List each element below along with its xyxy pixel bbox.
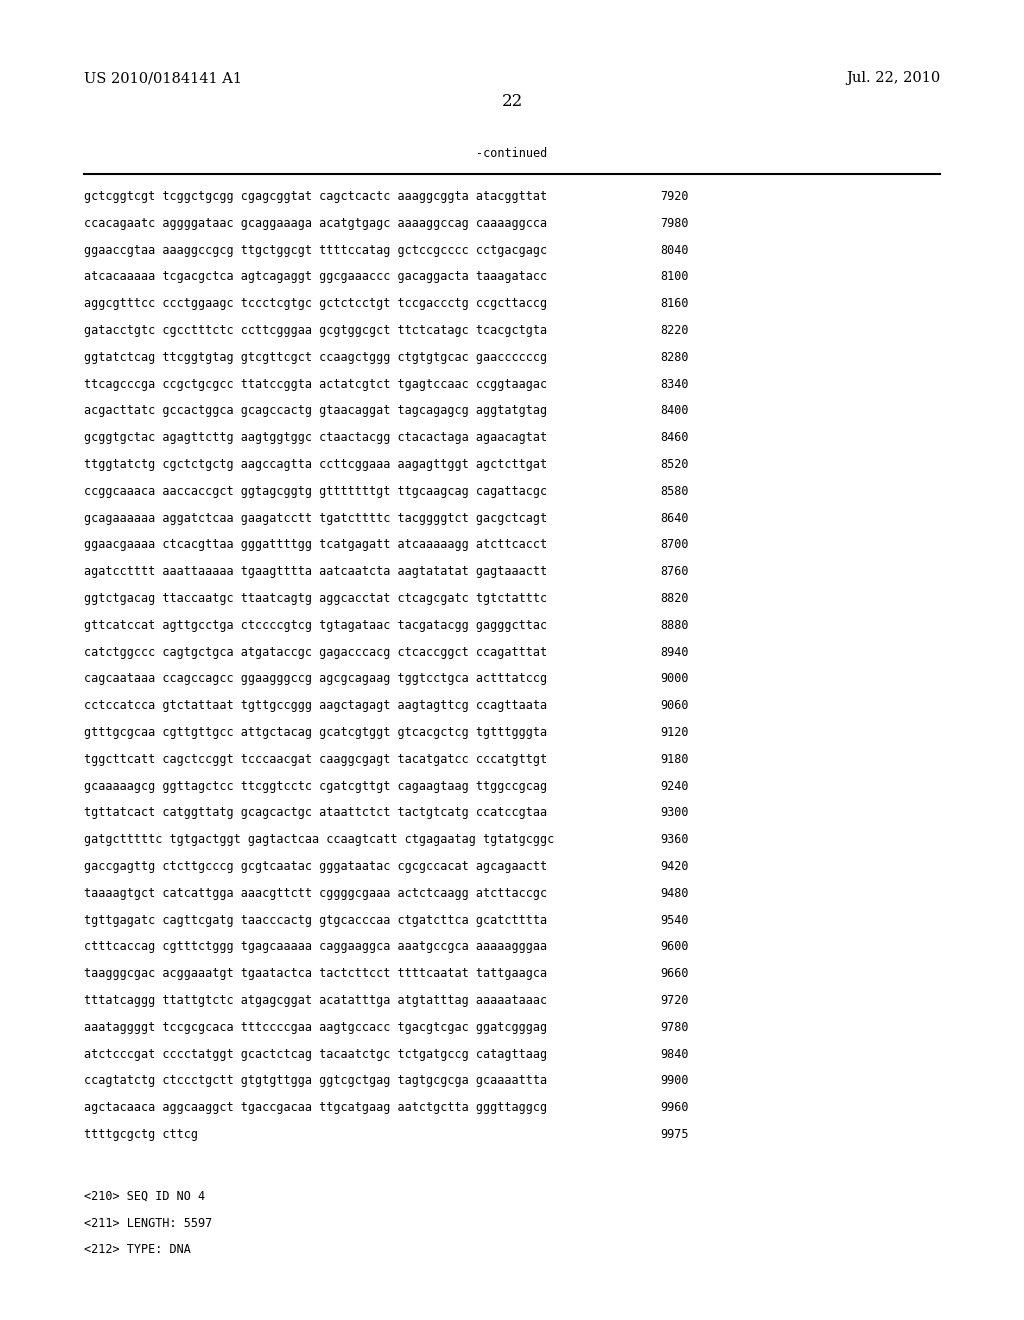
Text: tttatcaggg ttattgtctc atgagcggat acatatttga atgtatttag aaaaataaac: tttatcaggg ttattgtctc atgagcggat acatatt… (84, 994, 547, 1007)
Text: 9960: 9960 (660, 1101, 689, 1114)
Text: 9660: 9660 (660, 968, 689, 981)
Text: 8400: 8400 (660, 404, 689, 417)
Text: 8160: 8160 (660, 297, 689, 310)
Text: tgttgagatc cagttcgatg taacccactg gtgcacccaa ctgatcttca gcatctttta: tgttgagatc cagttcgatg taacccactg gtgcacc… (84, 913, 547, 927)
Text: 8700: 8700 (660, 539, 689, 552)
Text: 9720: 9720 (660, 994, 689, 1007)
Text: taaaagtgct catcattgga aaacgttctt cggggcgaaa actctcaagg atcttaccgc: taaaagtgct catcattgga aaacgttctt cggggcg… (84, 887, 547, 900)
Text: cagcaataaa ccagccagcc ggaagggccg agcgcagaag tggtcctgca actttatccg: cagcaataaa ccagccagcc ggaagggccg agcgcag… (84, 672, 547, 685)
Text: 9540: 9540 (660, 913, 689, 927)
Text: 9975: 9975 (660, 1129, 689, 1140)
Text: 9480: 9480 (660, 887, 689, 900)
Text: 9420: 9420 (660, 861, 689, 873)
Text: <212> TYPE: DNA: <212> TYPE: DNA (84, 1243, 190, 1257)
Text: aaataggggt tccgcgcaca tttccccgaa aagtgccacc tgacgtcgac ggatcgggag: aaataggggt tccgcgcaca tttccccgaa aagtgcc… (84, 1020, 547, 1034)
Text: <210> SEQ ID NO 4: <210> SEQ ID NO 4 (84, 1189, 205, 1203)
Text: 8460: 8460 (660, 432, 689, 445)
Text: atctcccgat cccctatggt gcactctcag tacaatctgc tctgatgccg catagttaag: atctcccgat cccctatggt gcactctcag tacaatc… (84, 1048, 547, 1060)
Text: 8100: 8100 (660, 271, 689, 284)
Text: 9060: 9060 (660, 700, 689, 713)
Text: acgacttatc gccactggca gcagccactg gtaacaggat tagcagagcg aggtatgtag: acgacttatc gccactggca gcagccactg gtaacag… (84, 404, 547, 417)
Text: catctggccc cagtgctgca atgataccgc gagacccacg ctcaccggct ccagatttat: catctggccc cagtgctgca atgataccgc gagaccc… (84, 645, 547, 659)
Text: Jul. 22, 2010: Jul. 22, 2010 (846, 71, 940, 84)
Text: atcacaaaaa tcgacgctca agtcagaggt ggcgaaaccc gacaggacta taaagatacc: atcacaaaaa tcgacgctca agtcagaggt ggcgaaa… (84, 271, 547, 284)
Text: <211> LENGTH: 5597: <211> LENGTH: 5597 (84, 1217, 212, 1230)
Text: agatcctttt aaattaaaaa tgaagtttta aatcaatcta aagtatatat gagtaaactt: agatcctttt aaattaaaaa tgaagtttta aatcaat… (84, 565, 547, 578)
Text: 9300: 9300 (660, 807, 689, 820)
Text: gatacctgtc cgcctttctc ccttcgggaa gcgtggcgct ttctcatagc tcacgctgta: gatacctgtc cgcctttctc ccttcgggaa gcgtggc… (84, 323, 547, 337)
Text: gcagaaaaaa aggatctcaa gaagatcctt tgatcttttc tacggggtct gacgctcagt: gcagaaaaaa aggatctcaa gaagatcctt tgatctt… (84, 512, 547, 524)
Text: 9000: 9000 (660, 672, 689, 685)
Text: agctacaaca aggcaaggct tgaccgacaa ttgcatgaag aatctgctta gggttaggcg: agctacaaca aggcaaggct tgaccgacaa ttgcatg… (84, 1101, 547, 1114)
Text: 7920: 7920 (660, 190, 689, 203)
Text: 8820: 8820 (660, 591, 689, 605)
Text: 8940: 8940 (660, 645, 689, 659)
Text: gttcatccat agttgcctga ctccccgtcg tgtagataac tacgatacgg gagggcttac: gttcatccat agttgcctga ctccccgtcg tgtagat… (84, 619, 547, 632)
Text: gtttgcgcaa cgttgttgcc attgctacag gcatcgtggt gtcacgctcg tgtttgggta: gtttgcgcaa cgttgttgcc attgctacag gcatcgt… (84, 726, 547, 739)
Text: gatgctttttc tgtgactggt gagtactcaa ccaagtcatt ctgagaatag tgtatgcggc: gatgctttttc tgtgactggt gagtactcaa ccaagt… (84, 833, 554, 846)
Text: tgttatcact catggttatg gcagcactgc ataattctct tactgtcatg ccatccgtaa: tgttatcact catggttatg gcagcactgc ataattc… (84, 807, 547, 820)
Text: ccagtatctg ctccctgctt gtgtgttgga ggtcgctgag tagtgcgcga gcaaaattta: ccagtatctg ctccctgctt gtgtgttgga ggtcgct… (84, 1074, 547, 1088)
Text: ttttgcgctg cttcg: ttttgcgctg cttcg (84, 1129, 198, 1140)
Text: 9240: 9240 (660, 780, 689, 792)
Text: 9180: 9180 (660, 752, 689, 766)
Text: ttcagcccga ccgctgcgcc ttatccggta actatcgtct tgagtccaac ccggtaagac: ttcagcccga ccgctgcgcc ttatccggta actatcg… (84, 378, 547, 391)
Text: ggaaccgtaa aaaggccgcg ttgctggcgt ttttccatag gctccgcccc cctgacgagc: ggaaccgtaa aaaggccgcg ttgctggcgt ttttcca… (84, 244, 547, 256)
Text: tggcttcatt cagctccggt tcccaacgat caaggcgagt tacatgatcc cccatgttgt: tggcttcatt cagctccggt tcccaacgat caaggcg… (84, 752, 547, 766)
Text: 8880: 8880 (660, 619, 689, 632)
Text: taagggcgac acggaaatgt tgaatactca tactcttcct ttttcaatat tattgaagca: taagggcgac acggaaatgt tgaatactca tactctt… (84, 968, 547, 981)
Text: gcggtgctac agagttcttg aagtggtggc ctaactacgg ctacactaga agaacagtat: gcggtgctac agagttcttg aagtggtggc ctaacta… (84, 432, 547, 445)
Text: 9120: 9120 (660, 726, 689, 739)
Text: 8040: 8040 (660, 244, 689, 256)
Text: ccacagaatc aggggataac gcaggaaaga acatgtgagc aaaaggccag caaaaggcca: ccacagaatc aggggataac gcaggaaaga acatgtg… (84, 216, 547, 230)
Text: gaccgagttg ctcttgcccg gcgtcaatac gggataatac cgcgccacat agcagaactt: gaccgagttg ctcttgcccg gcgtcaatac gggataa… (84, 861, 547, 873)
Text: 8640: 8640 (660, 512, 689, 524)
Text: 8340: 8340 (660, 378, 689, 391)
Text: ccggcaaaca aaccaccgct ggtagcggtg gtttttttgt ttgcaagcag cagattacgc: ccggcaaaca aaccaccgct ggtagcggtg gtttttt… (84, 484, 547, 498)
Text: 8760: 8760 (660, 565, 689, 578)
Text: gcaaaaagcg ggttagctcc ttcggtcctc cgatcgttgt cagaagtaag ttggccgcag: gcaaaaagcg ggttagctcc ttcggtcctc cgatcgt… (84, 780, 547, 792)
Text: 9360: 9360 (660, 833, 689, 846)
Text: 9780: 9780 (660, 1020, 689, 1034)
Text: -continued: -continued (476, 147, 548, 160)
Text: 9900: 9900 (660, 1074, 689, 1088)
Text: 7980: 7980 (660, 216, 689, 230)
Text: ttggtatctg cgctctgctg aagccagtta ccttcggaaa aagagttggt agctcttgat: ttggtatctg cgctctgctg aagccagtta ccttcgg… (84, 458, 547, 471)
Text: ggtatctcag ttcggtgtag gtcgttcgct ccaagctggg ctgtgtgcac gaaccccccg: ggtatctcag ttcggtgtag gtcgttcgct ccaagct… (84, 351, 547, 364)
Text: 8280: 8280 (660, 351, 689, 364)
Text: 9840: 9840 (660, 1048, 689, 1060)
Text: 22: 22 (502, 92, 522, 110)
Text: ggaacgaaaa ctcacgttaa gggattttgg tcatgagatt atcaaaaagg atcttcacct: ggaacgaaaa ctcacgttaa gggattttgg tcatgag… (84, 539, 547, 552)
Text: cctccatcca gtctattaat tgttgccggg aagctagagt aagtagttcg ccagttaata: cctccatcca gtctattaat tgttgccggg aagctag… (84, 700, 547, 713)
Text: gctcggtcgt tcggctgcgg cgagcggtat cagctcactc aaaggcggta atacggttat: gctcggtcgt tcggctgcgg cgagcggtat cagctca… (84, 190, 547, 203)
Text: 8580: 8580 (660, 484, 689, 498)
Text: aggcgtttcc ccctggaagc tccctcgtgc gctctcctgt tccgaccctg ccgcttaccg: aggcgtttcc ccctggaagc tccctcgtgc gctctcc… (84, 297, 547, 310)
Text: ggtctgacag ttaccaatgc ttaatcagtg aggcacctat ctcagcgatc tgtctatttc: ggtctgacag ttaccaatgc ttaatcagtg aggcacc… (84, 591, 547, 605)
Text: US 2010/0184141 A1: US 2010/0184141 A1 (84, 71, 242, 84)
Text: 9600: 9600 (660, 940, 689, 953)
Text: 8220: 8220 (660, 323, 689, 337)
Text: 8520: 8520 (660, 458, 689, 471)
Text: ctttcaccag cgtttctggg tgagcaaaaa caggaaggca aaatgccgca aaaaagggaa: ctttcaccag cgtttctggg tgagcaaaaa caggaag… (84, 940, 547, 953)
